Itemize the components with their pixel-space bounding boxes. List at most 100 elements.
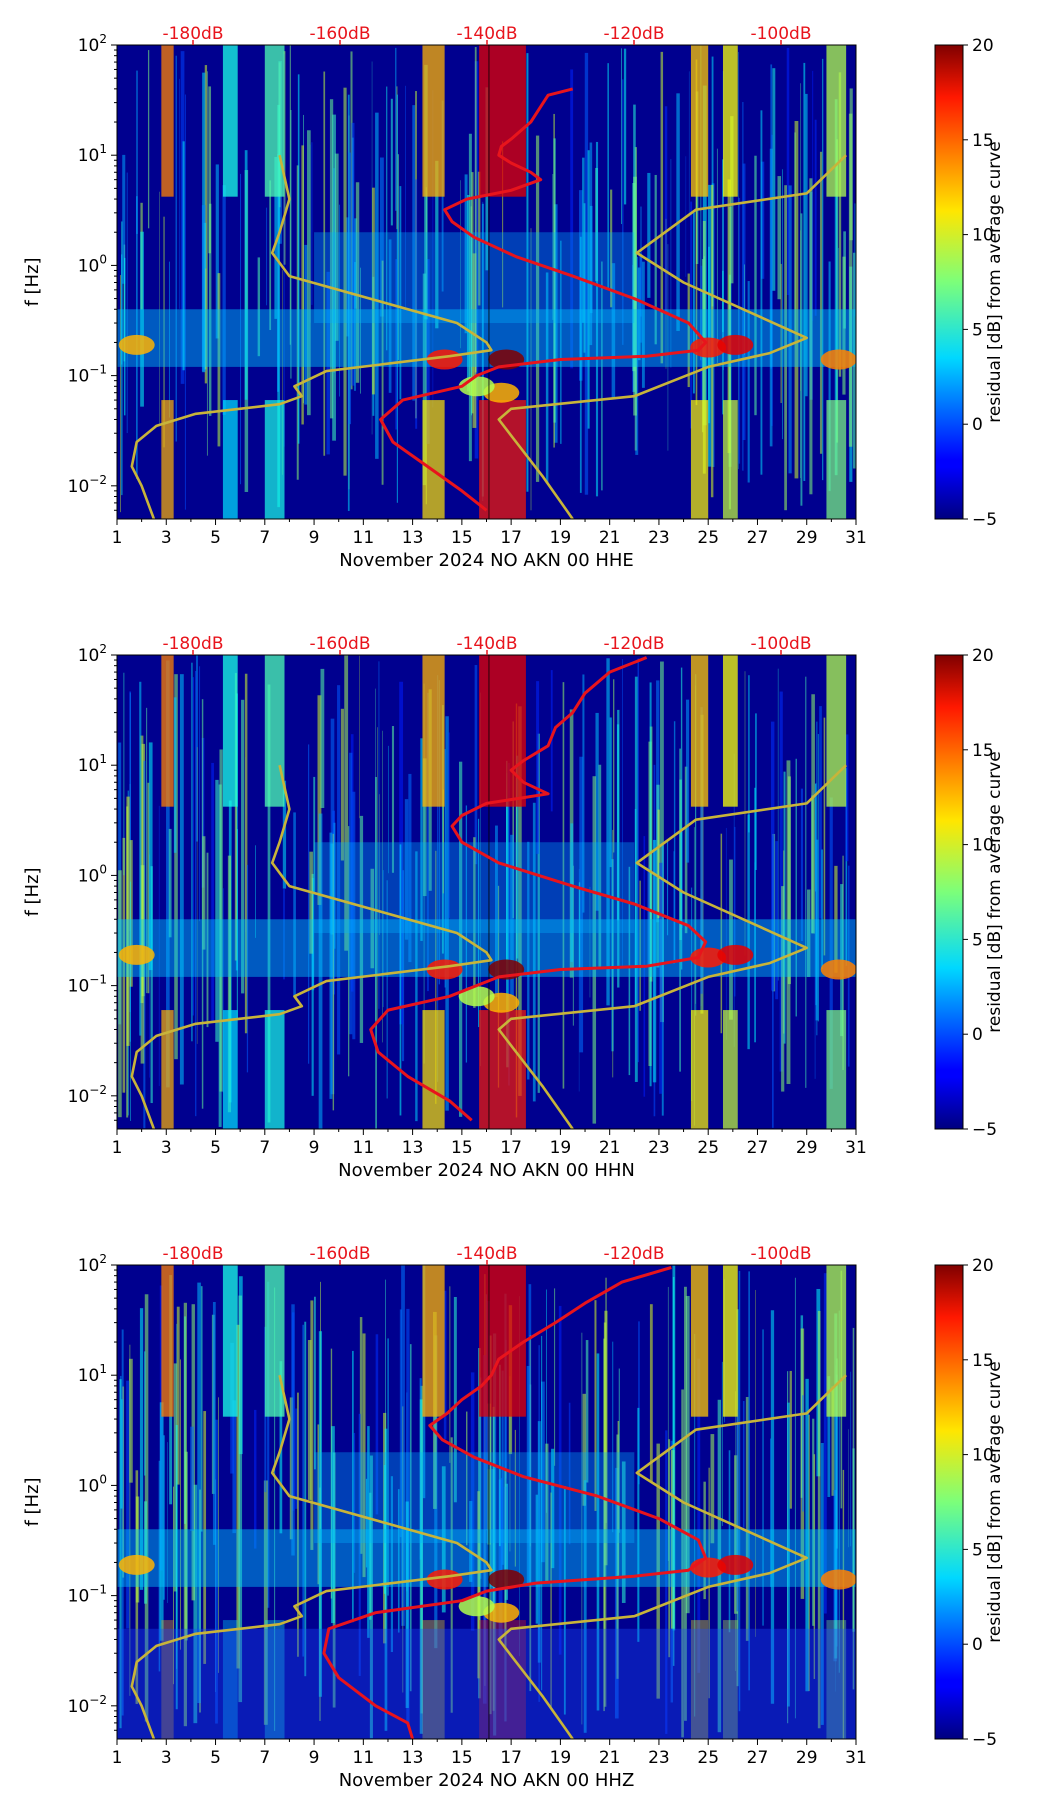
x-tick-label: 5	[210, 1748, 221, 1768]
x-axis-label: November 2024 NO AKN 00 HHZ	[339, 1770, 635, 1791]
x-tick-label: 27	[747, 1138, 769, 1158]
event-band-upper	[723, 655, 738, 807]
spectrogram-stripe	[199, 666, 200, 921]
event-band-upper	[826, 1265, 846, 1417]
spectrogram-stripe	[298, 74, 300, 443]
top-tick-label: -120dB	[603, 634, 664, 654]
x-tick-label: 13	[402, 528, 424, 548]
spectrogram-stripe	[710, 1434, 714, 1543]
top-tick-label: -100dB	[750, 24, 811, 44]
colorbar-label: residual [dB] from average curve	[985, 141, 1005, 422]
x-tick-label: 19	[550, 528, 572, 548]
y-tick-label: 10−2	[68, 1083, 107, 1107]
event-band-upper	[723, 45, 738, 197]
spectrogram-stripe	[637, 1408, 639, 1642]
x-tick-label: 9	[309, 528, 320, 548]
x-tick-label: 11	[353, 528, 375, 548]
y-tick-label: 100	[78, 862, 107, 886]
x-tick-label: 9	[309, 1138, 320, 1158]
top-tick-label: -140dB	[456, 634, 517, 654]
y-tick-label: 102	[78, 32, 107, 56]
spectrogram-stripe	[772, 68, 775, 291]
top-tick-label: -140dB	[456, 1244, 517, 1264]
hot-spot	[119, 945, 155, 965]
low-frequency-haze	[117, 1629, 856, 1739]
spectrogram-stripe	[184, 1316, 186, 1523]
y-axis-label: f [Hz]	[22, 257, 43, 306]
colorbar-gradient	[935, 655, 963, 1129]
spectrogram-stripe	[254, 1410, 256, 1549]
top-tick-label: -160dB	[309, 1244, 370, 1264]
event-band-upper	[161, 655, 173, 807]
hot-spot	[821, 350, 857, 370]
spectrogram-stripe	[130, 882, 131, 1121]
spectrogram-stripe	[668, 1287, 669, 1561]
event-band-lower	[223, 1010, 238, 1129]
top-tick-label: -120dB	[603, 1244, 664, 1264]
top-tick-label: -180dB	[162, 634, 223, 654]
event-band-upper	[223, 1265, 238, 1417]
colorbar-tick-label: 5	[972, 320, 983, 340]
event-band-upper	[265, 1265, 285, 1417]
spectrogram-stripe	[191, 663, 192, 1042]
spectrogram-stripe	[782, 169, 783, 439]
spectrogram-stripe	[148, 50, 149, 228]
x-tick-label: 19	[550, 1748, 572, 1768]
event-band-upper	[223, 655, 238, 807]
spectrogram-stripe	[647, 173, 650, 298]
spectrogram	[117, 45, 858, 519]
colorbar-label: residual [dB] from average curve	[985, 751, 1005, 1032]
top-tick-label: -160dB	[309, 24, 370, 44]
spectrogram-stripe	[554, 1288, 555, 1465]
event-band-lower	[265, 1010, 285, 1129]
y-tick-label: 101	[78, 1362, 107, 1386]
spectrogram-stripe	[215, 780, 218, 1042]
top-tick-label: -160dB	[309, 634, 370, 654]
spectrogram-stripe	[304, 1322, 306, 1676]
spectrogram-stripe	[777, 176, 781, 299]
spectrogram-stripe	[746, 1397, 749, 1641]
hot-spot	[821, 1570, 857, 1590]
x-tick-label: 11	[353, 1748, 375, 1768]
x-tick-label: 29	[796, 528, 818, 548]
colorbar-tick-label: 20	[972, 646, 994, 666]
x-tick-label: 15	[451, 528, 473, 548]
spectrogram-stripe	[613, 679, 614, 852]
spectrogram-stripe	[118, 870, 122, 1117]
event-band-upper	[265, 655, 285, 807]
spectrogram-stripe	[307, 130, 311, 415]
event-band-upper	[479, 655, 526, 807]
event-band-lower	[422, 1010, 444, 1129]
spectrogram-stripe	[211, 763, 214, 1023]
spectrogram-stripe	[174, 697, 177, 852]
spectrogram-stripe	[185, 95, 186, 510]
spectrogram-stripe	[822, 59, 823, 480]
spectrogram-stripe	[475, 665, 478, 864]
x-tick-label: 7	[259, 528, 270, 548]
x-tick-label: 9	[309, 1748, 320, 1768]
spectrogram-stripe	[190, 1427, 194, 1531]
top-tick-label: -180dB	[162, 24, 223, 44]
spectrogram-stripe	[755, 713, 757, 870]
spectrogram	[117, 655, 857, 1129]
hot-spot	[717, 1555, 753, 1575]
x-tick-label: 15	[451, 1748, 473, 1768]
spectrogram-stripe	[686, 700, 689, 863]
event-band-upper	[691, 1265, 708, 1417]
spectrogram-stripe	[222, 185, 225, 415]
hot-spot	[119, 335, 155, 355]
microseism-haze	[314, 232, 634, 323]
x-tick-label: 13	[402, 1138, 424, 1158]
spectrogram-stripe	[139, 682, 141, 1036]
spectrogram-stripe	[794, 132, 795, 330]
event-band-upper	[422, 655, 444, 807]
spectrogram-stripe	[790, 1371, 792, 1509]
x-tick-label: 21	[599, 1138, 621, 1158]
spectrogram-stripe	[213, 1302, 216, 1545]
colorbar-tick-label: 0	[972, 1635, 983, 1655]
x-tick-label: 5	[210, 1138, 221, 1158]
spectrogram-stripe	[320, 669, 324, 808]
event-band-lower	[422, 400, 444, 519]
